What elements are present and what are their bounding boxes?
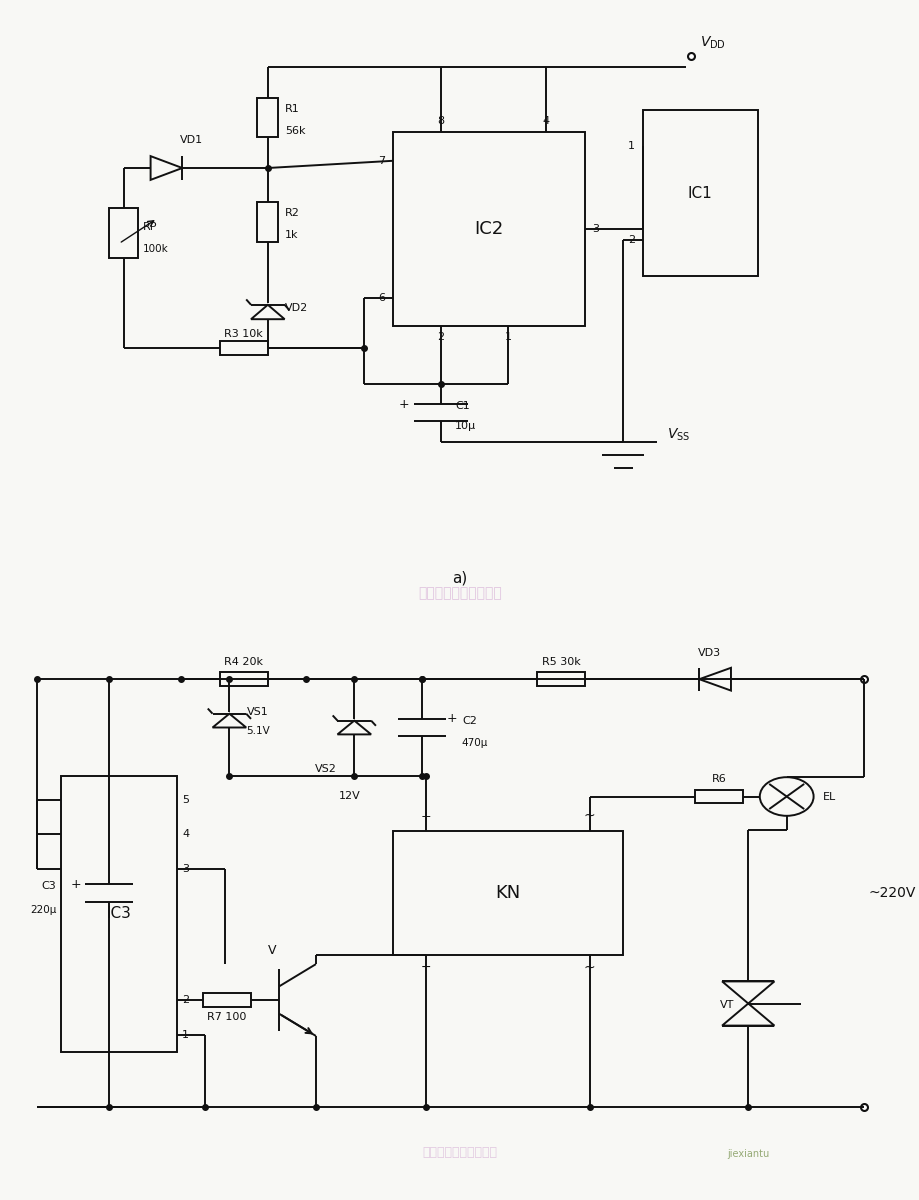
Text: R2: R2 <box>285 209 300 218</box>
Bar <box>537 672 584 686</box>
Text: 1: 1 <box>627 142 634 151</box>
Text: 12V: 12V <box>338 791 360 800</box>
Text: ~: ~ <box>584 809 595 823</box>
Text: IC3: IC3 <box>107 906 131 922</box>
Text: C2: C2 <box>461 715 476 726</box>
Text: 1: 1 <box>182 1030 189 1039</box>
Text: VD1: VD1 <box>179 134 202 145</box>
Text: +: + <box>447 712 457 725</box>
Text: 3: 3 <box>592 224 599 234</box>
Text: R6: R6 <box>710 774 725 784</box>
Bar <box>392 830 623 955</box>
Text: C3: C3 <box>41 881 56 892</box>
Text: IC1: IC1 <box>687 186 712 200</box>
Text: R5 30k: R5 30k <box>541 656 580 667</box>
Text: R7 100: R7 100 <box>207 1013 246 1022</box>
Text: +: + <box>421 810 431 823</box>
Text: 470μ: 470μ <box>461 738 488 748</box>
Text: KN: KN <box>494 884 520 902</box>
Bar <box>203 994 251 1007</box>
Text: R3 10k: R3 10k <box>224 329 263 340</box>
Text: 7: 7 <box>378 156 385 166</box>
Text: 2: 2 <box>437 332 444 342</box>
Text: ~220V: ~220V <box>868 886 915 900</box>
Text: ~: ~ <box>584 961 595 974</box>
Text: a): a) <box>452 571 467 586</box>
Text: 2: 2 <box>182 995 189 1006</box>
Text: EL: EL <box>823 792 835 802</box>
Text: 8: 8 <box>437 116 444 126</box>
Text: 1k: 1k <box>285 230 299 240</box>
Text: 220μ: 220μ <box>30 905 56 916</box>
Text: 2: 2 <box>627 235 634 245</box>
Text: −: − <box>421 961 431 973</box>
Text: 5.1V: 5.1V <box>246 726 270 736</box>
Text: 6: 6 <box>378 293 385 302</box>
Text: 杭州将睽科技有限公司: 杭州将睽科技有限公司 <box>422 1146 497 1159</box>
Text: C1: C1 <box>455 401 470 410</box>
Bar <box>392 132 584 326</box>
Text: 4: 4 <box>542 116 550 126</box>
Bar <box>257 202 278 241</box>
Text: VS2: VS2 <box>315 764 336 774</box>
Text: jiexiantu: jiexiantu <box>726 1148 768 1159</box>
Bar <box>641 110 757 276</box>
Text: IC2: IC2 <box>473 221 503 238</box>
Text: VT: VT <box>719 1000 733 1010</box>
Bar <box>62 775 176 1051</box>
Text: V: V <box>267 944 276 958</box>
Text: 10μ: 10μ <box>455 421 476 431</box>
Bar <box>257 98 278 138</box>
Text: VS1: VS1 <box>246 707 268 718</box>
Text: RP: RP <box>142 222 157 232</box>
Text: $V_{\rm DD}$: $V_{\rm DD}$ <box>699 35 725 52</box>
Text: 杭州将睽科技有限公司: 杭州将睽科技有限公司 <box>417 586 502 600</box>
Text: 100k: 100k <box>142 244 168 253</box>
Text: R4 20k: R4 20k <box>224 656 263 667</box>
Text: +: + <box>70 877 81 890</box>
Bar <box>220 341 267 355</box>
Bar <box>694 790 743 804</box>
Text: 5: 5 <box>182 794 189 805</box>
Text: 1: 1 <box>504 332 511 342</box>
Bar <box>220 672 267 686</box>
Text: 56k: 56k <box>285 126 305 136</box>
Text: VD3: VD3 <box>698 648 720 659</box>
Bar <box>109 208 138 258</box>
Text: 4: 4 <box>182 829 189 840</box>
Text: VD2: VD2 <box>285 304 308 313</box>
Text: +: + <box>399 397 409 410</box>
Text: 3: 3 <box>182 864 189 874</box>
Text: $V_{\rm SS}$: $V_{\rm SS}$ <box>666 426 689 443</box>
Text: R1: R1 <box>285 104 300 114</box>
